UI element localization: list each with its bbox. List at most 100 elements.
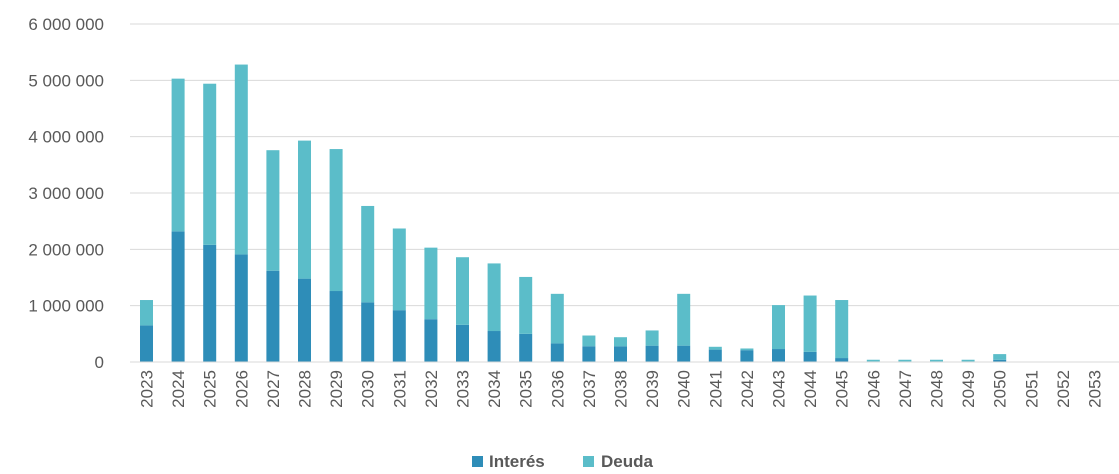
bar-interes-2044 [803, 351, 817, 362]
bar-interes-2025 [203, 244, 217, 362]
x-tick-label: 2029 [327, 370, 346, 408]
x-tick-label: 2027 [264, 370, 283, 408]
bar-interes-2050 [993, 359, 1007, 362]
x-tick-label: 2041 [706, 370, 725, 408]
bar-deuda-2032 [424, 247, 438, 320]
bar-interes-2045 [835, 358, 849, 362]
bar-interes-2023 [140, 325, 153, 362]
bar-deuda-2035 [519, 276, 533, 334]
legend: Interés Deuda [472, 452, 654, 471]
bars [140, 64, 1007, 362]
bar-interes-2035 [519, 333, 533, 362]
bar-deuda-2030 [361, 205, 375, 303]
bar-deuda-2025 [203, 83, 217, 245]
y-tick-label: 4 000 000 [28, 128, 104, 147]
x-tick-label: 2054 [1117, 370, 1119, 408]
bar-deuda-2050 [993, 354, 1007, 360]
bar-interes-2040 [677, 345, 691, 362]
bar-deuda-2042 [740, 348, 754, 351]
bar-deuda-2048 [930, 359, 943, 362]
bar-deuda-2026 [234, 64, 248, 255]
bar-deuda-2037 [582, 335, 596, 347]
y-tick-label: 3 000 000 [28, 184, 104, 203]
x-tick-label: 2047 [896, 370, 915, 408]
x-tick-label: 2024 [169, 370, 188, 408]
bar-interes-2027 [266, 270, 280, 362]
bar-interes-2043 [772, 349, 785, 362]
bar-interes-2031 [392, 310, 406, 362]
bar-deuda-2044 [803, 295, 817, 352]
x-tick-label: 2028 [296, 370, 315, 408]
bar-interes-2034 [487, 331, 501, 362]
x-tick-label: 2030 [359, 370, 378, 408]
x-tick-label: 2050 [991, 370, 1010, 408]
x-tick-label: 2039 [643, 370, 662, 408]
x-tick-label: 2031 [390, 370, 409, 408]
x-tick-label: 2026 [232, 370, 251, 408]
x-tick-label: 2040 [675, 370, 694, 408]
x-tick-label: 2023 [138, 370, 157, 408]
bar-deuda-2034 [487, 263, 501, 332]
x-tick-label: 2045 [833, 370, 852, 408]
bar-deuda-2023 [140, 300, 153, 326]
x-tick-label: 2048 [928, 370, 947, 408]
bar-interes-2037 [582, 346, 596, 362]
bar-deuda-2040 [677, 293, 691, 346]
x-tick-label: 2025 [201, 370, 220, 408]
x-tick-label: 2032 [422, 370, 441, 408]
bar-deuda-2024 [171, 78, 185, 232]
gridlines [130, 23, 1119, 307]
x-tick-label: 2051 [1022, 370, 1041, 408]
x-tick-label: 2046 [864, 370, 883, 408]
y-tick-label: 0 [95, 353, 104, 372]
x-tick-label: 2044 [801, 370, 820, 408]
bar-interes-2024 [171, 231, 185, 362]
bar-deuda-2039 [645, 330, 659, 346]
bar-deuda-2029 [329, 149, 343, 292]
x-tick-label: 2049 [959, 370, 978, 408]
x-tick-label: 2053 [1086, 370, 1105, 408]
bar-deuda-2033 [456, 257, 469, 325]
bar-deuda-2049 [961, 359, 975, 362]
bar-interes-2036 [550, 343, 564, 362]
y-tick-label: 5 000 000 [28, 71, 104, 90]
x-tick-label: 2037 [580, 370, 599, 408]
bar-interes-2028 [298, 278, 311, 362]
y-tick-label: 2 000 000 [28, 240, 104, 259]
bar-interes-2038 [614, 346, 627, 362]
x-axis-tick-labels: 2023 2024 2025 2026 2027 2028 2029 2030 2031 2032… [138, 370, 1119, 408]
bar-deuda-2045 [835, 300, 849, 359]
bar-interes-2041 [708, 349, 722, 362]
bar-deuda-2031 [392, 228, 406, 311]
x-tick-label: 2035 [517, 370, 536, 408]
bar-deuda-2038 [614, 337, 627, 347]
y-tick-label: 6 000 000 [28, 15, 104, 34]
x-tick-label: 2033 [454, 370, 473, 408]
bar-deuda-2043 [772, 305, 785, 350]
legend-swatch-deuda [583, 456, 594, 467]
x-tick-label: 2034 [485, 370, 504, 408]
bar-deuda-2027 [266, 150, 280, 271]
x-tick-label: 2042 [738, 370, 757, 408]
bar-deuda-2041 [708, 346, 722, 350]
bar-interes-2039 [645, 345, 659, 362]
x-tick-label: 2038 [612, 370, 631, 408]
bar-interes-2042 [740, 350, 754, 362]
x-tick-label: 2052 [1054, 370, 1073, 408]
legend-label-interes: Interés [489, 452, 545, 471]
legend-label-deuda: Deuda [601, 452, 654, 471]
legend-swatch-interes [472, 456, 483, 467]
bar-deuda-2047 [898, 359, 912, 362]
x-tick-label: 2043 [770, 370, 789, 408]
bar-interes-2026 [234, 254, 248, 362]
bar-interes-2029 [329, 291, 343, 362]
x-tick-label: 2036 [548, 370, 567, 408]
y-axis-tick-labels: 0 1 000 000 2 000 000 3 000 000 4 000 000 5 0… [28, 15, 104, 372]
bar-deuda-2028 [298, 140, 311, 279]
bar-interes-2032 [424, 319, 438, 362]
bar-interes-2033 [456, 324, 469, 362]
y-tick-label: 1 000 000 [28, 297, 104, 316]
bar-deuda-2046 [866, 359, 880, 362]
bar-deuda-2036 [550, 293, 564, 344]
